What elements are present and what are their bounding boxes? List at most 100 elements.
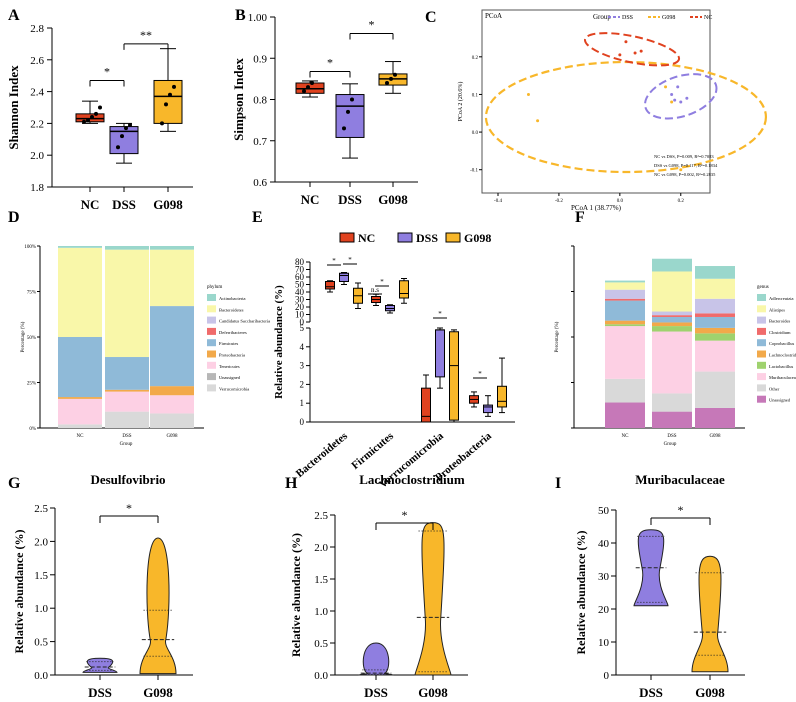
legend-swatch: [757, 395, 766, 403]
x-tick-label: G098: [418, 685, 448, 700]
y-tick-label: 30: [295, 295, 305, 305]
y-axis-label: Relative abundance (%): [574, 531, 588, 655]
y-tick-label: 2.4: [30, 87, 44, 99]
bar-seg-Firmicutes: [105, 249, 149, 358]
legend-label: DSS: [416, 231, 438, 245]
data-point: [128, 122, 132, 127]
x-tick-label: DSS: [112, 197, 136, 212]
x-tick-label: -0.2: [555, 199, 563, 204]
legend-label: NC: [704, 15, 712, 21]
legend-label: Verrucomicrobia: [219, 386, 249, 391]
x-tick-label: G098: [695, 685, 725, 700]
y-tick-label: 2.2: [30, 118, 44, 130]
bar-seg-Alistipes: [695, 278, 735, 299]
box-Firmicutes: [399, 280, 409, 299]
sig-label: *: [369, 18, 375, 32]
y-tick-label: 20: [295, 302, 305, 312]
y-tick-label: 25%: [27, 382, 36, 387]
y-tick-label: 30: [598, 571, 610, 583]
box-Verrucomicrobia: [421, 387, 431, 423]
y-tick-label: 0%: [29, 427, 36, 432]
data-point: [172, 84, 176, 89]
y-axis-label: Relative abundance (%): [12, 530, 26, 654]
x-tick-label: Firmicutes: [349, 430, 396, 472]
violin-title: Desulfovibrio: [90, 472, 165, 487]
y-tick-label: 0.0: [472, 131, 479, 136]
legend-swatch: [757, 294, 766, 301]
pcoa-title: PCoA: [485, 12, 502, 20]
bar-seg-Other: [695, 371, 735, 408]
data-point: [393, 72, 397, 77]
data-point: [389, 76, 393, 81]
legend-label: DSS: [622, 15, 633, 21]
bar-seg-Adlercreutzia: [652, 258, 692, 272]
box-DSS: [335, 94, 365, 138]
box-NC: [75, 113, 105, 123]
legend-title: genus: [757, 285, 769, 290]
y-tick-label: 2.0: [34, 536, 48, 548]
y-tick-label: 10: [598, 637, 610, 649]
y-tick-label: 2.6: [30, 55, 44, 67]
bar-seg-Clostridium: [605, 298, 645, 301]
y-tick-label: 5: [300, 323, 305, 333]
x-tick-label: DSS: [338, 192, 362, 207]
bar-seg-Other: [605, 378, 645, 403]
y-tick-label: 2: [300, 379, 305, 389]
y-axis-label: Relative abundance (%): [289, 533, 303, 657]
legend-swatch: [757, 305, 766, 313]
legend-label: Tenericutes: [219, 364, 240, 369]
legend-label: Lactobacillus: [769, 364, 793, 369]
x-tick-label: G098: [709, 434, 721, 439]
legend-label: Unassigned: [219, 375, 241, 380]
sig-label: *: [402, 508, 408, 522]
y-tick-label: 0.6: [253, 177, 267, 189]
y-axis-label: Simpson Index: [231, 58, 246, 141]
pcoa-point: [670, 100, 674, 104]
legend-label: Bacteroides: [769, 319, 790, 324]
y-tick-label: 0: [604, 670, 610, 682]
y-tick-label: 0.5: [314, 638, 328, 650]
x-axis-label: Group: [664, 442, 677, 447]
y-tick-label: 1: [300, 398, 305, 408]
bar-seg-Verrucomicrobia: [58, 424, 102, 428]
y-axis-label: Percentage (%): [21, 321, 26, 352]
x-tick-label: G098: [153, 197, 183, 212]
sig-label: *: [126, 501, 132, 515]
legend-label: Adlercreutzia: [769, 296, 793, 301]
bar-seg-Unassigned: [150, 395, 194, 414]
data-point: [90, 115, 94, 120]
x-tick-label: NC: [81, 197, 100, 212]
data-point: [82, 119, 86, 124]
x-tick-label: DSS: [122, 434, 131, 439]
legend-swatch: [757, 373, 766, 381]
y-tick-label: 40: [598, 538, 610, 550]
sig-label: *: [678, 503, 684, 517]
bar-seg-Coprobacillus: [605, 300, 645, 321]
data-point: [310, 81, 314, 85]
pcoa-point: [639, 49, 643, 53]
panel-label-G: G: [8, 475, 21, 492]
x-tick-label: DSS: [667, 434, 676, 439]
bar-seg-Adlercreutzia: [695, 266, 735, 279]
legend-label: Candidatus Saccharibacteria: [219, 319, 270, 324]
y-tick-label: -0.1: [470, 169, 478, 174]
pcoa-point: [685, 96, 689, 100]
legend-swatch: [207, 294, 216, 301]
bar-seg-Proteobacteria: [150, 386, 194, 396]
pcoa-point: [670, 92, 674, 96]
x-tick-label: G098: [143, 685, 173, 700]
legend-title: Group: [593, 13, 611, 21]
box-Bacteroidetes: [325, 281, 335, 290]
bar-seg-Unassigned: [605, 402, 645, 428]
y-tick-label: 50: [598, 505, 610, 517]
bar-seg-Clostridium: [652, 315, 692, 317]
y-axis-label: Relative abundance (%): [273, 285, 285, 399]
x-tick-label: NC: [77, 434, 85, 439]
y-tick-label: 2.0: [30, 150, 44, 162]
legend-swatch: [757, 384, 766, 392]
bar-seg-Unassigned: [58, 398, 102, 425]
legend-swatch: [757, 316, 766, 324]
legend-label: Bacteroidetes: [219, 307, 244, 312]
x-tick-label: DSS: [364, 685, 388, 700]
y-axis-label: Shannon Index: [6, 65, 21, 150]
